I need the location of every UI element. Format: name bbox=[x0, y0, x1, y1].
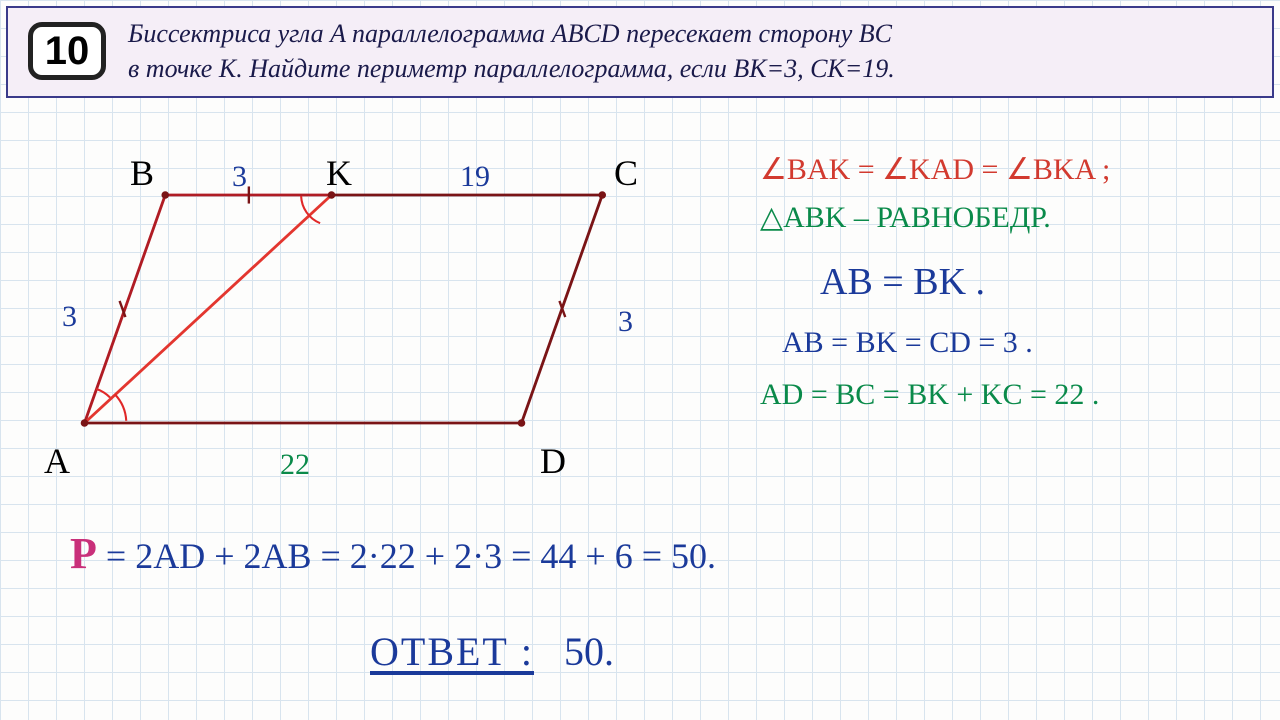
vertex-label-D: D bbox=[540, 440, 566, 482]
answer-label: ОТВЕТ : bbox=[370, 629, 534, 674]
step-isosceles: △ABK – РАВНОБЕДР. bbox=[760, 200, 1051, 235]
problem-header: 10 Биссектриса угла A параллелограмма AB… bbox=[6, 6, 1274, 98]
answer-line: ОТВЕТ : 50. bbox=[370, 628, 614, 675]
label-AB: 3 bbox=[62, 300, 77, 334]
vertex-label-B: B bbox=[130, 152, 154, 194]
perimeter-line: P = 2AD + 2AB = 2·22 + 2·3 = 44 + 6 = 50… bbox=[70, 528, 716, 579]
vertex-label-K: K bbox=[326, 152, 352, 194]
problem-text: Биссектриса угла A параллелограмма ABCD … bbox=[128, 16, 1262, 86]
perimeter-P: P bbox=[70, 529, 97, 578]
step-angles: ∠BAK = ∠KAD = ∠BKA ; bbox=[760, 152, 1110, 187]
problem-number: 10 bbox=[28, 22, 106, 80]
step-ab-bk: AB = BK . bbox=[820, 260, 985, 304]
problem-line1: Биссектриса угла A параллелограмма ABCD … bbox=[128, 19, 892, 48]
label-AD: 22 bbox=[280, 448, 310, 482]
perimeter-expr: = 2AD + 2AB = 2·22 + 2·3 = 44 + 6 = 50. bbox=[97, 536, 716, 576]
vertex-label-A: A bbox=[44, 440, 70, 482]
label-CD: 3 bbox=[618, 305, 633, 339]
parallelogram-diagram bbox=[0, 100, 720, 480]
answer-value: 50. bbox=[564, 629, 614, 674]
problem-line2: в точке K. Найдите периметр параллелогра… bbox=[128, 54, 895, 83]
label-BK: 3 bbox=[232, 160, 247, 194]
vertex-label-C: C bbox=[614, 152, 638, 194]
step-equal-3: AB = BK = CD = 3 . bbox=[782, 326, 1033, 360]
step-ad-22: AD = BC = BK + KC = 22 . bbox=[760, 378, 1099, 412]
label-KC: 19 bbox=[460, 160, 490, 194]
